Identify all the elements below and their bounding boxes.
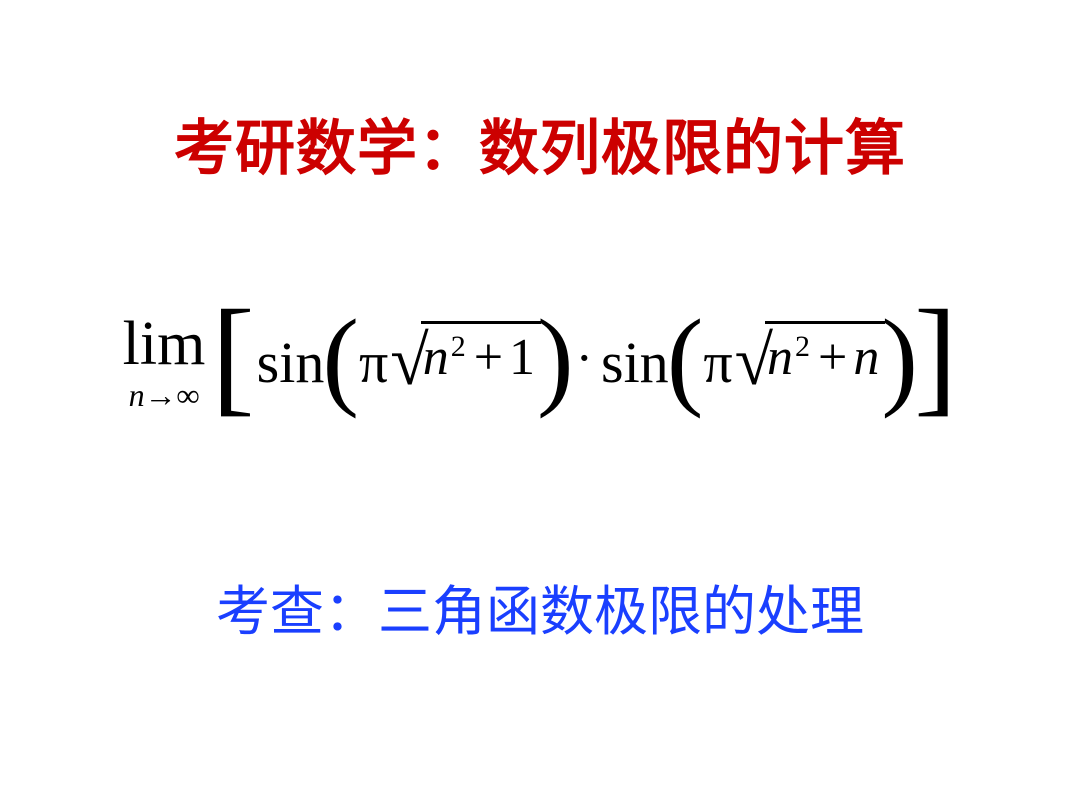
page-title: 考研数学：数列极限的计算 [174,100,906,187]
limit-formula: lim n→∞ [ sin ( π √ n2+1 ) · sin ( π √ n… [123,297,958,427]
sqrt-content-1: n2 +1 [421,321,541,386]
cdot: · [576,329,593,388]
exp-2-1: 2 [451,332,466,362]
var-n-1: n [423,332,449,384]
plus-1: + [474,332,503,384]
sin-function-1: sin [257,329,325,396]
sqrt-content-2: n2+n [765,321,885,386]
sqrt-2: √ n2+n [735,319,886,389]
right-paren-2: ) [881,303,918,413]
left-paren-2: ( [667,303,704,413]
footer-note: 考查：三角函数极限的处理 [216,567,864,646]
right-bracket: ] [914,291,957,421]
left-bracket: [ [211,291,254,421]
pi-symbol-1: π [359,329,388,396]
const-1: 1 [509,332,535,384]
exp-2-2: 2 [795,332,810,362]
plus-2: + [818,332,847,384]
sqrt-1: √ n2+1 [390,319,541,389]
var-n-2: n [767,332,793,384]
lim-operator: lim n→∞ [123,313,206,411]
lim-subscript: n→∞ [129,379,200,411]
lim-label: lim [123,313,206,375]
left-paren-1: ( [322,303,359,413]
right-paren-1: ) [537,303,574,413]
const-n: n [853,332,879,384]
pi-symbol-2: π [703,329,732,396]
sin-function-2: sin [601,329,669,396]
